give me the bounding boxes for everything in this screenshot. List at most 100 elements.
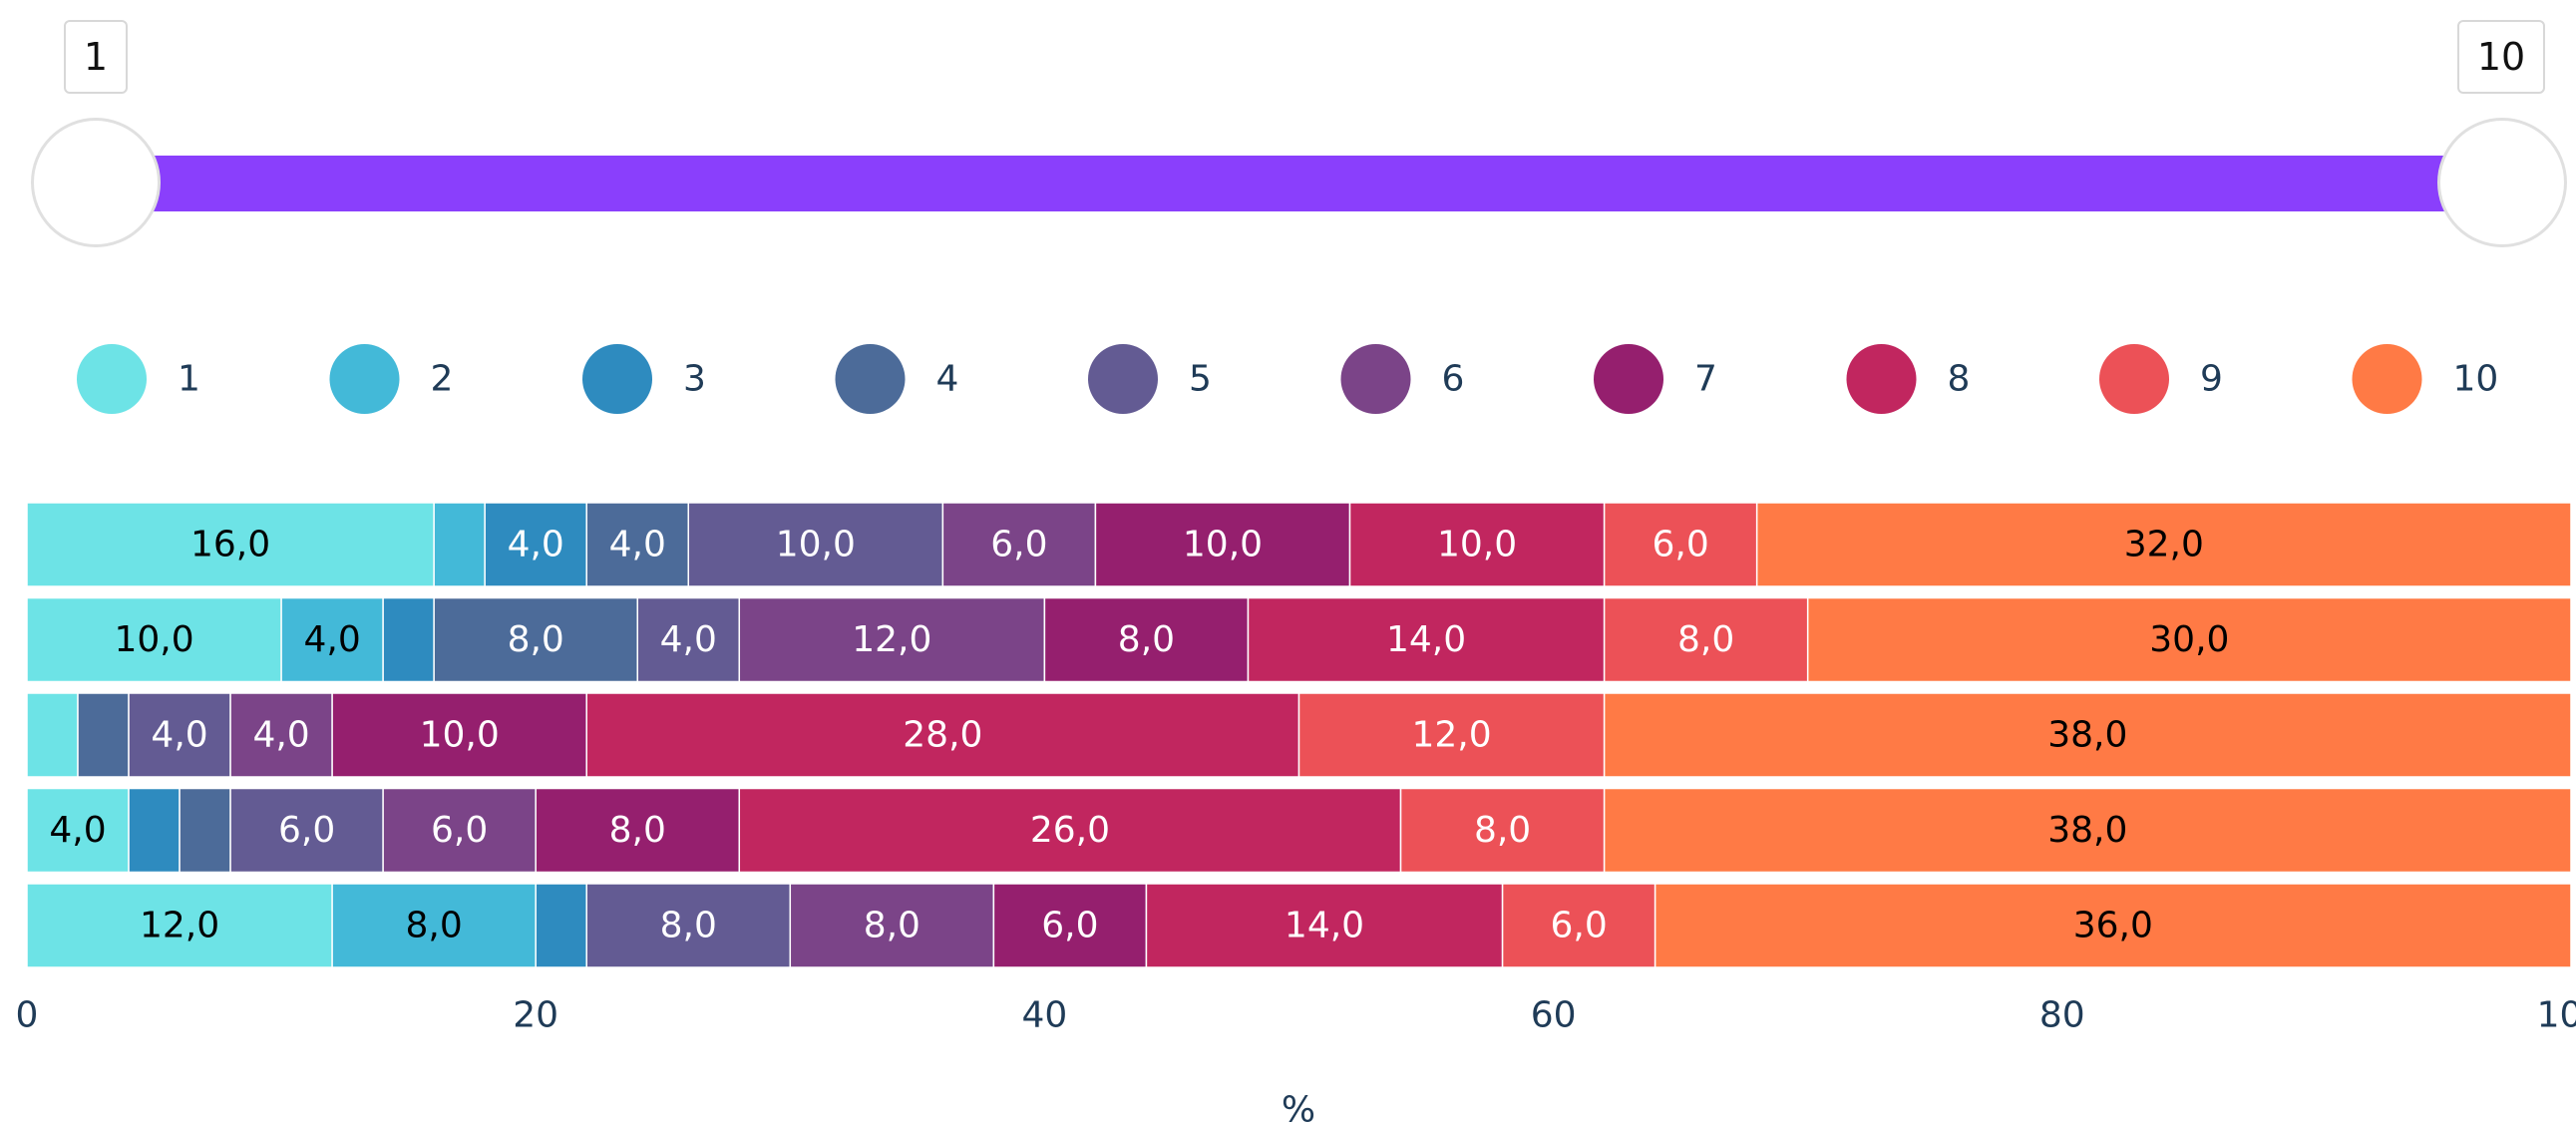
data-label-row3-series9: 12,0 bbox=[1411, 715, 1491, 756]
legend-label-7: 7 bbox=[1694, 359, 1717, 400]
bar-segment-row4-series1 bbox=[26, 787, 130, 874]
data-label-row5-series6: 8,0 bbox=[864, 906, 920, 946]
legend-label-8: 8 bbox=[1948, 359, 1971, 400]
bar-segment-row5-series7 bbox=[992, 883, 1148, 968]
x-tick-label-40: 40 bbox=[1021, 995, 1067, 1036]
data-label-row5-series7: 6,0 bbox=[1041, 906, 1098, 946]
bar-segment-row3-series1 bbox=[26, 692, 79, 778]
data-label-row1-series8: 10,0 bbox=[1437, 525, 1517, 565]
legend-label-3: 3 bbox=[683, 359, 706, 400]
data-label-row5-series8: 14,0 bbox=[1285, 906, 1364, 946]
min-value-box: 1 bbox=[64, 20, 128, 94]
bar-segment-row4-series8 bbox=[738, 787, 1402, 874]
bar-segment-row2-series8 bbox=[1247, 596, 1606, 683]
data-label-row2-series9: 8,0 bbox=[1677, 619, 1734, 660]
data-label-row4-series1: 4,0 bbox=[49, 810, 106, 851]
data-label-row5-series1: 12,0 bbox=[140, 906, 219, 946]
legend-label-9: 9 bbox=[2200, 359, 2223, 400]
data-label-row2-series1: 10,0 bbox=[114, 619, 193, 660]
legend-marker-1 bbox=[77, 344, 147, 414]
bar-segment-row1-series3 bbox=[484, 502, 587, 587]
x-axis: 0 20 40 60 80 100 bbox=[16, 995, 2576, 1036]
data-label-row4-series5: 6,0 bbox=[278, 810, 335, 851]
bar-segment-row3-series7 bbox=[331, 692, 587, 778]
data-label-row2-series2: 4,0 bbox=[303, 619, 360, 660]
x-tick-label-80: 80 bbox=[2039, 995, 2085, 1036]
x-axis-title: % bbox=[1282, 1090, 1315, 1127]
bar-segment-row3-series10 bbox=[1603, 692, 2572, 778]
data-label-row5-series5: 8,0 bbox=[660, 906, 717, 946]
data-label-row1-series1: 16,0 bbox=[190, 525, 270, 565]
bar-segment-row3-series4 bbox=[77, 692, 130, 778]
data-label-row3-series5: 4,0 bbox=[151, 715, 207, 756]
legend-marker-5 bbox=[1088, 344, 1158, 414]
data-label-row2-series10: 30,0 bbox=[2149, 619, 2229, 660]
bar-segment-row1-series9 bbox=[1603, 502, 1758, 587]
data-label-row5-series9: 6,0 bbox=[1550, 906, 1607, 946]
bar-segment-row5-series9 bbox=[1501, 883, 1656, 968]
data-label-row2-series6: 12,0 bbox=[852, 619, 931, 660]
data-label-row3-series10: 38,0 bbox=[2047, 715, 2127, 756]
slider-max-handle[interactable] bbox=[2437, 118, 2567, 247]
range-slider[interactable]: 1 10 bbox=[0, 0, 2576, 269]
data-label-row1-series7: 10,0 bbox=[1183, 525, 1263, 565]
bar-segment-row1-series7 bbox=[1094, 502, 1351, 587]
x-tick-label-20: 20 bbox=[513, 995, 558, 1036]
data-label-row5-series2: 8,0 bbox=[406, 906, 463, 946]
bar-segment-row2-series4 bbox=[433, 596, 638, 683]
bar-segment-row4-series7 bbox=[535, 787, 741, 874]
bar-segment-row5-series5 bbox=[585, 883, 792, 968]
legend-label-1: 1 bbox=[178, 359, 200, 400]
bar-segment-row1-series4 bbox=[585, 502, 690, 587]
bar-segment-row3-series5 bbox=[128, 692, 231, 778]
bar-segment-row4-series4 bbox=[179, 787, 231, 874]
bar-segment-row3-series8 bbox=[585, 692, 1300, 778]
bar-segment-row1-series5 bbox=[687, 502, 944, 587]
x-tick-label-60: 60 bbox=[1531, 995, 1577, 1036]
x-tick-label-100: 100 bbox=[2537, 995, 2576, 1036]
data-label-row2-series7: 8,0 bbox=[1118, 619, 1175, 660]
bar-segment-row1-series1 bbox=[26, 502, 435, 587]
slider-min-handle[interactable] bbox=[31, 118, 161, 247]
legend-label-5: 5 bbox=[1189, 359, 1212, 400]
data-label-row4-series7: 8,0 bbox=[609, 810, 666, 851]
bar-segment-row2-series6 bbox=[738, 596, 1046, 683]
bar-segment-row5-series8 bbox=[1145, 883, 1504, 968]
slider-track[interactable] bbox=[95, 156, 2458, 211]
data-label-row2-series5: 4,0 bbox=[660, 619, 717, 660]
max-value-label: 10 bbox=[2476, 35, 2526, 79]
legend-label-2: 2 bbox=[431, 359, 454, 400]
bar-segment-row3-series9 bbox=[1297, 692, 1606, 778]
data-label-row4-series10: 38,0 bbox=[2047, 810, 2127, 851]
legend-marker-7 bbox=[1594, 344, 1663, 414]
data-label-row1-series3: 4,0 bbox=[508, 525, 564, 565]
bar-segment-row2-series3 bbox=[382, 596, 435, 683]
bar-segment-row1-series10 bbox=[1755, 502, 2572, 587]
data-label-row4-series6: 6,0 bbox=[431, 810, 488, 851]
bar-segment-row1-series8 bbox=[1348, 502, 1606, 587]
bar-segment-row5-series3 bbox=[535, 883, 587, 968]
legend-marker-4 bbox=[835, 344, 906, 414]
bar-segment-row5-series6 bbox=[789, 883, 995, 968]
data-label-row5-series10: 36,0 bbox=[2073, 906, 2153, 946]
data-label-row3-series8: 28,0 bbox=[903, 715, 982, 756]
bar-segment-row1-series2 bbox=[433, 502, 486, 587]
legend-label-10: 10 bbox=[2453, 359, 2499, 400]
bars-group: 16,0 4,0 4,0 10,0 6,0 10,0 10,0 6,0 32,0 10,0 4,0 8… bbox=[26, 502, 2572, 968]
bar-segment-row2-series5 bbox=[636, 596, 741, 683]
bar-segment-row4-series6 bbox=[382, 787, 537, 874]
max-value-box: 10 bbox=[2457, 20, 2545, 94]
data-label-row1-series5: 10,0 bbox=[776, 525, 856, 565]
data-label-row3-series6: 4,0 bbox=[252, 715, 309, 756]
bar-segment-row2-series1 bbox=[26, 596, 282, 683]
legend-label-4: 4 bbox=[936, 359, 959, 400]
bar-segment-row4-series3 bbox=[128, 787, 181, 874]
legend-marker-9 bbox=[2099, 344, 2169, 414]
data-label-row3-series7: 10,0 bbox=[420, 715, 500, 756]
legend-marker-10 bbox=[2352, 344, 2422, 414]
bar-segment-row5-series10 bbox=[1654, 883, 2572, 968]
legend: 1 2 3 4 5 6 7 8 9 10 bbox=[77, 344, 2498, 414]
data-label-row4-series8: 26,0 bbox=[1030, 810, 1110, 851]
legend-label-6: 6 bbox=[1442, 359, 1465, 400]
min-value-label: 1 bbox=[83, 35, 109, 79]
